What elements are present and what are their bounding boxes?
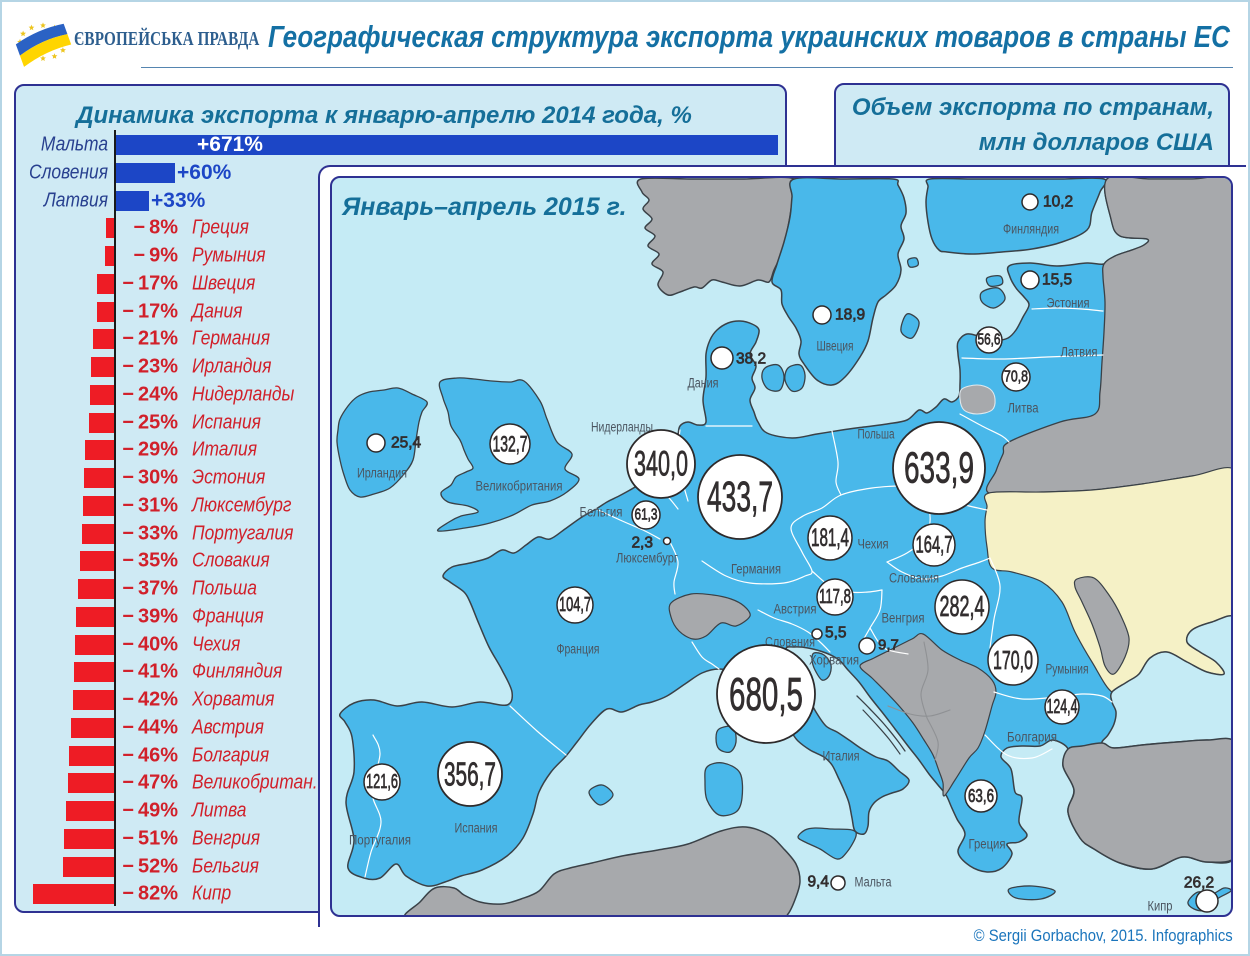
- svg-text:38,2: 38,2: [736, 351, 766, 368]
- svg-text:Эстония: Эстония: [1047, 296, 1090, 311]
- svg-text:Литва: Литва: [1008, 401, 1039, 416]
- svg-text:25,4: 25,4: [391, 435, 422, 452]
- svg-text:Португалия: Португалия: [349, 833, 411, 848]
- svg-text:56,6: 56,6: [978, 332, 1001, 349]
- svg-text:Нидерланды: Нидерланды: [591, 420, 653, 435]
- svg-text:Дания: Дания: [688, 376, 719, 391]
- svg-text:Чехия: Чехия: [858, 537, 889, 552]
- svg-text:10,2: 10,2: [1043, 194, 1073, 211]
- svg-text:Венгрия: Венгрия: [882, 611, 925, 626]
- svg-text:356,7: 356,7: [444, 756, 496, 793]
- svg-text:Италия: Италия: [823, 749, 860, 764]
- svg-text:Мальта: Мальта: [855, 875, 892, 890]
- svg-text:Великобритания: Великобритания: [476, 479, 563, 494]
- svg-text:Финляндия: Финляндия: [1003, 222, 1059, 237]
- svg-text:Ирландия: Ирландия: [357, 466, 407, 481]
- svg-text:70,8: 70,8: [1004, 369, 1028, 386]
- svg-text:121,6: 121,6: [366, 771, 398, 793]
- svg-text:170,0: 170,0: [993, 645, 1033, 675]
- svg-text:15,5: 15,5: [1042, 272, 1072, 289]
- svg-text:9,4: 9,4: [807, 874, 829, 891]
- svg-text:Германия: Германия: [731, 562, 781, 577]
- svg-text:Кипр: Кипр: [1148, 899, 1173, 914]
- svg-text:124,4: 124,4: [1047, 696, 1078, 718]
- svg-text:Австрия: Австрия: [774, 602, 817, 617]
- svg-text:181,4: 181,4: [811, 524, 849, 552]
- svg-text:9,7: 9,7: [878, 637, 899, 654]
- svg-text:104,7: 104,7: [559, 594, 591, 616]
- svg-text:Испания: Испания: [455, 821, 498, 836]
- svg-text:680,5: 680,5: [729, 668, 803, 720]
- svg-text:Бельгия: Бельгия: [580, 505, 623, 520]
- svg-text:63,6: 63,6: [968, 786, 994, 806]
- svg-text:340,0: 340,0: [634, 445, 688, 484]
- svg-text:Латвия: Латвия: [1061, 345, 1098, 360]
- svg-text:633,9: 633,9: [904, 444, 974, 493]
- svg-text:282,4: 282,4: [940, 591, 985, 623]
- svg-text:433,7: 433,7: [707, 473, 773, 521]
- svg-text:2,3: 2,3: [631, 535, 653, 552]
- svg-text:26,2: 26,2: [1184, 875, 1214, 892]
- svg-text:Франция: Франция: [557, 642, 600, 657]
- svg-text:164,7: 164,7: [916, 532, 953, 559]
- svg-text:Люксембург: Люксембург: [616, 551, 678, 566]
- svg-text:18,9: 18,9: [835, 307, 865, 324]
- svg-text:Словакия: Словакия: [889, 571, 939, 586]
- svg-text:Хорватия: Хорватия: [809, 653, 859, 668]
- svg-text:Швеция: Швеция: [817, 339, 854, 354]
- svg-text:Румыния: Румыния: [1046, 662, 1089, 677]
- svg-text:5,5: 5,5: [825, 625, 847, 642]
- svg-text:61,3: 61,3: [635, 507, 658, 524]
- svg-text:Польша: Польша: [858, 427, 895, 442]
- svg-text:132,7: 132,7: [493, 432, 528, 457]
- svg-text:117,8: 117,8: [819, 586, 851, 608]
- svg-text:Греция: Греция: [969, 837, 1006, 852]
- svg-text:Болгария: Болгария: [1007, 730, 1057, 745]
